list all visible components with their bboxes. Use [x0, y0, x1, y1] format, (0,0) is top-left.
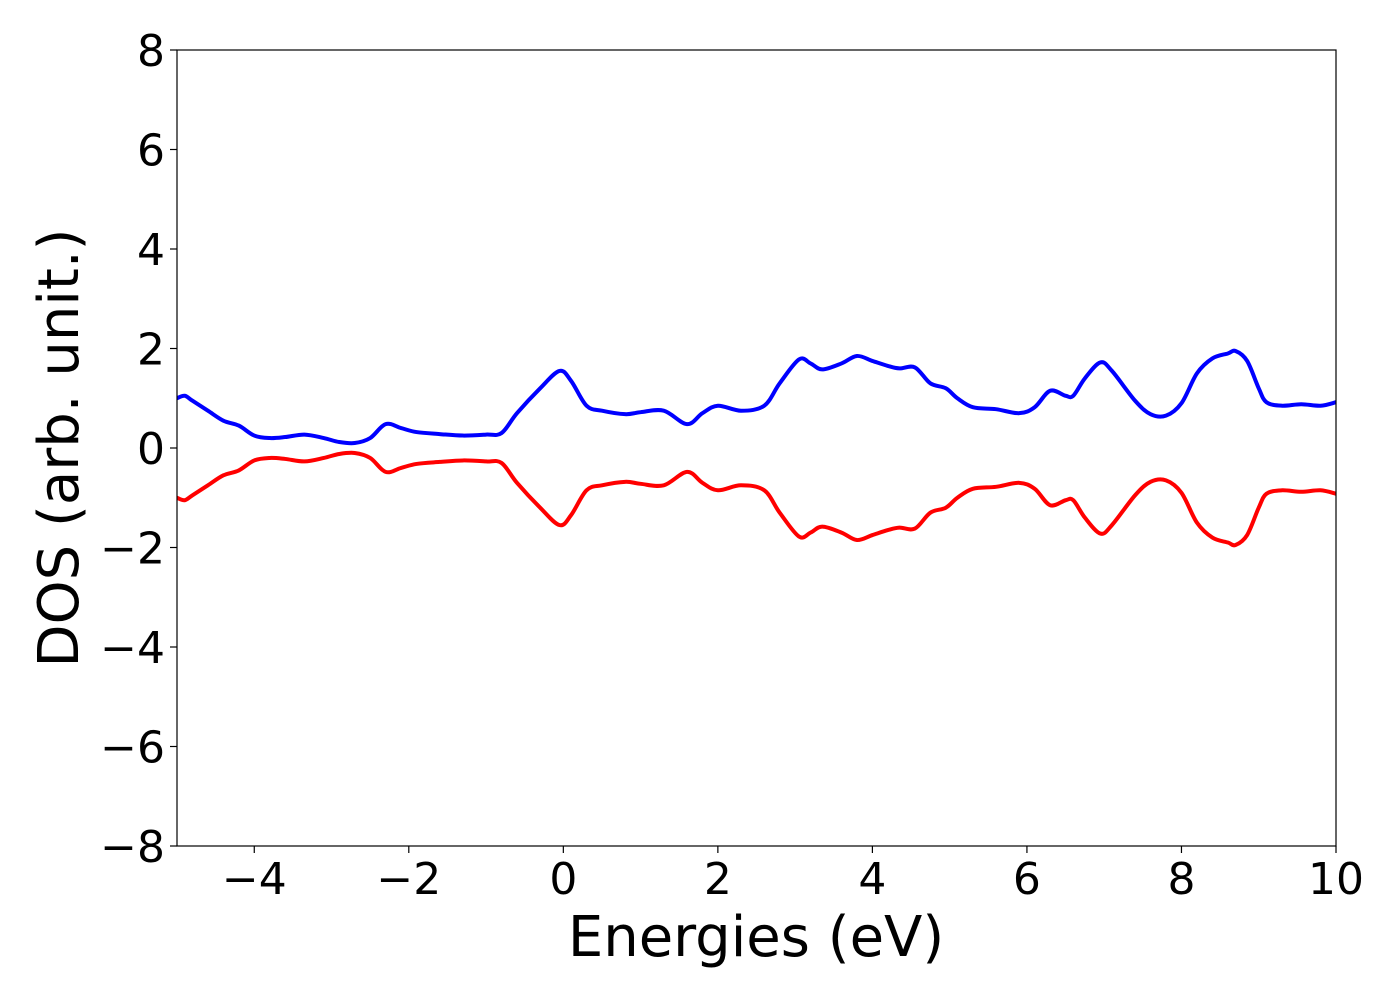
y-axis-label: DOS (arb. unit.) [27, 228, 92, 667]
x-tick-label: 4 [858, 854, 886, 905]
y-tick-label: −8 [100, 822, 165, 873]
y-tick-label: 8 [137, 26, 165, 77]
plot-frame [176, 49, 1337, 847]
x-tick-label: 6 [1013, 854, 1041, 905]
y-tick-label: 6 [137, 126, 165, 177]
y-tick-label: 0 [137, 424, 165, 475]
series-layer [177, 348, 1336, 548]
series-line-2 [177, 450, 1336, 548]
y-tick-label: −6 [100, 723, 165, 774]
y-tick-label: 4 [137, 225, 165, 276]
x-axis-label: Energies (eV) [568, 905, 944, 970]
y-tick-label: 2 [137, 325, 165, 376]
x-tick-label: 8 [1167, 854, 1195, 905]
series-line-1 [177, 348, 1336, 446]
x-tick-label: 10 [1308, 854, 1364, 905]
tick-layer: −4 −2 0 2 4 6 8 10 −8 −6 −4 −2 0 2 4 6 8 [100, 26, 1364, 905]
x-tick-label: −4 [222, 854, 287, 905]
y-tick-label: −4 [100, 623, 165, 674]
y-tick-label: −2 [100, 524, 165, 575]
x-tick-label: 0 [549, 854, 577, 905]
x-tick-label: 2 [704, 854, 732, 905]
x-tick-label: −2 [376, 854, 441, 905]
